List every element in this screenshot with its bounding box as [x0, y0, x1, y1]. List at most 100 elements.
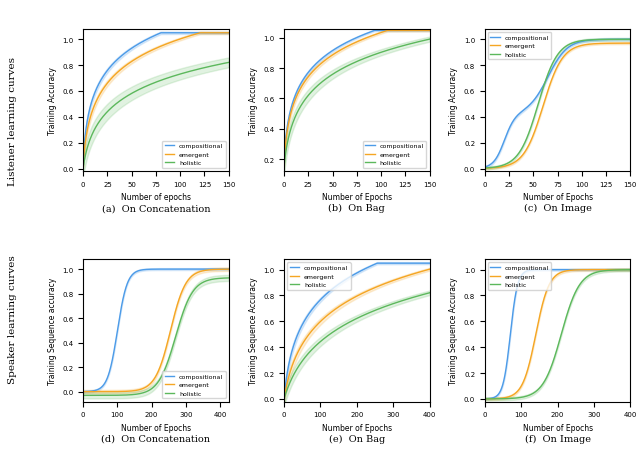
holistic	[481, 166, 489, 171]
compositional	[587, 267, 595, 273]
holistic	[166, 75, 173, 81]
emergent	[168, 40, 176, 45]
compositional	[212, 31, 220, 36]
compositional	[366, 30, 374, 36]
holistic	[328, 330, 335, 336]
Line: holistic: holistic	[83, 63, 228, 168]
compositional	[225, 267, 232, 272]
compositional	[298, 324, 305, 329]
emergent	[627, 267, 634, 273]
Text: (e)  On Bag: (e) On Bag	[329, 434, 385, 443]
emergent	[529, 348, 536, 354]
emergent	[573, 268, 580, 273]
compositional	[127, 274, 134, 280]
Line: emergent: emergent	[485, 270, 630, 399]
compositional	[225, 31, 232, 36]
Legend: compositional, emergent, holistic: compositional, emergent, holistic	[162, 371, 226, 398]
holistic	[573, 288, 580, 293]
compositional	[184, 267, 192, 272]
compositional	[185, 267, 193, 272]
emergent	[627, 41, 634, 47]
holistic	[627, 38, 634, 43]
Legend: compositional, emergent, holistic: compositional, emergent, holistic	[287, 263, 351, 290]
Line: emergent: emergent	[485, 44, 630, 169]
emergent	[366, 34, 374, 40]
Text: (d)  On Concatenation: (d) On Concatenation	[102, 434, 211, 443]
emergent	[196, 31, 204, 36]
Text: Listener learning curves: Listener learning curves	[8, 57, 17, 186]
holistic	[97, 393, 104, 398]
compositional	[567, 44, 575, 49]
emergent	[586, 267, 594, 273]
holistic	[412, 40, 420, 46]
emergent	[137, 386, 145, 392]
emergent	[127, 388, 134, 394]
holistic	[372, 308, 380, 313]
compositional	[280, 157, 288, 162]
emergent	[185, 277, 193, 282]
compositional	[387, 261, 394, 266]
emergent	[384, 28, 392, 34]
compositional	[481, 396, 489, 402]
compositional	[137, 268, 145, 273]
compositional	[529, 268, 536, 273]
holistic	[627, 267, 634, 273]
emergent	[567, 48, 575, 53]
compositional	[539, 267, 547, 273]
Line: compositional: compositional	[284, 263, 429, 399]
emergent	[403, 28, 411, 34]
holistic	[338, 324, 346, 330]
compositional	[97, 385, 104, 391]
compositional	[613, 38, 621, 43]
holistic	[225, 61, 232, 66]
emergent	[426, 267, 433, 272]
holistic	[481, 396, 489, 402]
holistic	[587, 272, 595, 278]
emergent	[481, 166, 489, 172]
emergent	[281, 153, 289, 158]
holistic	[171, 337, 179, 343]
emergent	[225, 31, 232, 36]
holistic	[426, 291, 433, 296]
Legend: compositional, emergent, holistic: compositional, emergent, holistic	[162, 141, 226, 168]
holistic	[185, 296, 193, 301]
Line: holistic: holistic	[485, 270, 630, 399]
emergent	[80, 154, 88, 160]
emergent	[280, 396, 288, 402]
holistic	[79, 393, 87, 398]
compositional	[570, 42, 578, 48]
emergent	[604, 41, 611, 47]
compositional	[166, 31, 174, 36]
holistic	[202, 65, 210, 71]
Line: holistic: holistic	[83, 278, 228, 396]
holistic	[499, 396, 506, 402]
Text: (b)  On Bag: (b) On Bag	[328, 204, 385, 213]
compositional	[586, 267, 594, 273]
Legend: compositional, emergent, holistic: compositional, emergent, holistic	[488, 33, 552, 60]
holistic	[366, 54, 374, 60]
holistic	[298, 359, 305, 365]
compositional	[481, 165, 489, 170]
compositional	[338, 280, 346, 285]
emergent	[280, 160, 288, 165]
holistic	[184, 297, 192, 303]
X-axis label: Number of Epochs: Number of Epochs	[322, 423, 392, 432]
compositional	[573, 267, 580, 273]
compositional	[374, 261, 381, 266]
compositional	[166, 31, 173, 36]
compositional	[79, 389, 87, 394]
Line: holistic: holistic	[284, 293, 429, 399]
compositional	[171, 267, 179, 272]
Y-axis label: Training Sequence Accuracy: Training Sequence Accuracy	[248, 277, 257, 384]
holistic	[211, 63, 219, 69]
emergent	[568, 48, 575, 53]
holistic	[79, 165, 87, 171]
compositional	[80, 151, 88, 156]
Legend: compositional, emergent, holistic: compositional, emergent, holistic	[363, 141, 426, 168]
emergent	[184, 278, 192, 283]
Line: compositional: compositional	[485, 270, 630, 399]
emergent	[481, 166, 489, 172]
Line: compositional: compositional	[83, 34, 228, 162]
holistic	[604, 38, 611, 43]
holistic	[403, 43, 410, 48]
